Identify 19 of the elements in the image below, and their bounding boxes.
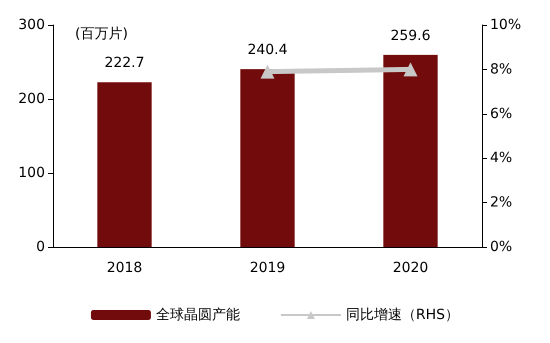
y-axis-title: (百万片) <box>75 26 128 42</box>
y2-tick-label: 6% <box>490 106 512 122</box>
y2-tick-label: 4% <box>490 150 512 166</box>
x-tick-label: 2019 <box>250 260 286 276</box>
y2-tick-label: 10% <box>490 17 522 33</box>
x-tick-label: 2018 <box>106 260 142 276</box>
y-tick-label: 300 <box>18 17 45 33</box>
y2-tick-label: 2% <box>490 194 512 211</box>
x-tick-label: 2020 <box>392 260 428 276</box>
data-label: 259.6 <box>390 28 431 44</box>
data-label: 222.7 <box>104 55 145 72</box>
legend-label: 全球晶圆产能 <box>156 307 240 323</box>
y2-tick-label: 8% <box>490 61 512 78</box>
data-label: 240.4 <box>247 42 288 58</box>
legend-label: 同比增速（RHS） <box>346 307 460 323</box>
y2-tick-label: 0% <box>490 239 512 255</box>
y-tick-label: 100 <box>18 165 45 181</box>
y-tick-label: 200 <box>18 91 45 107</box>
y-tick-label: 0 <box>36 239 45 255</box>
